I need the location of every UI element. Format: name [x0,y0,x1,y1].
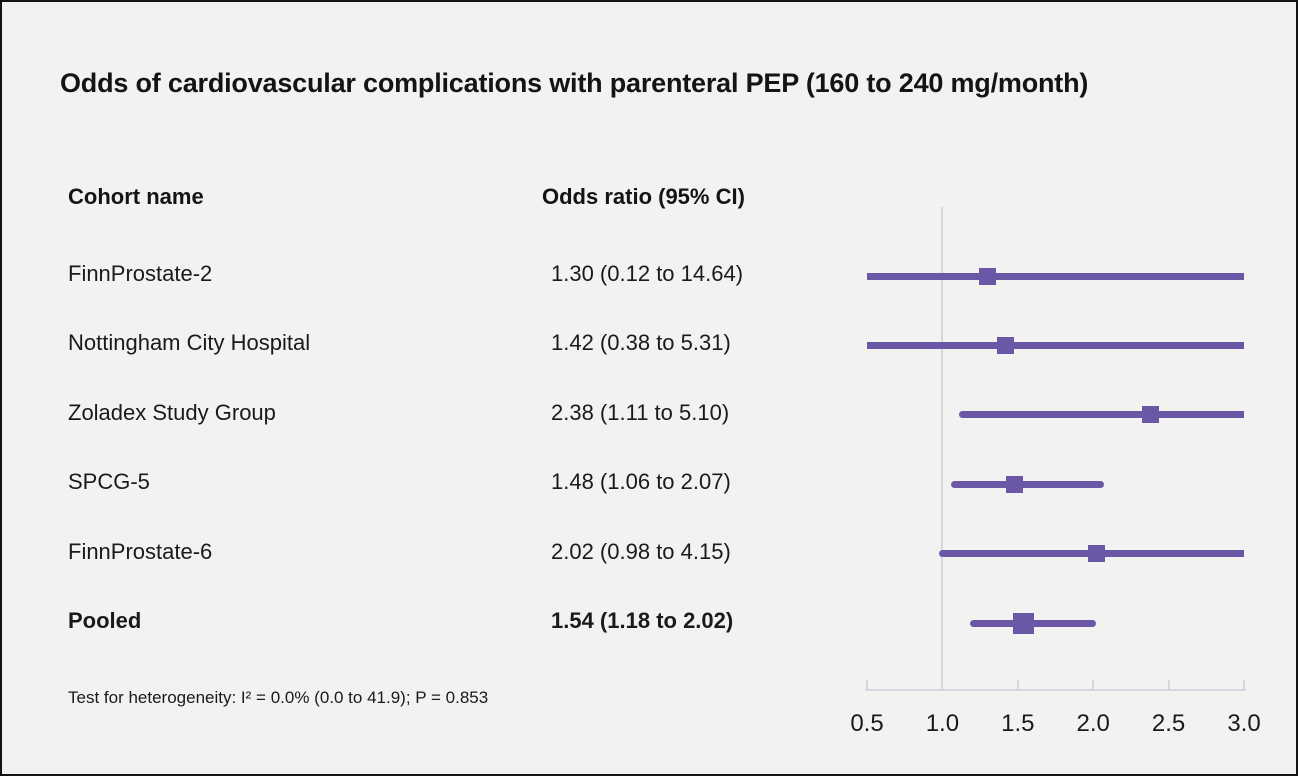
axis-tick [941,680,944,689]
ci-line [867,272,1244,280]
axis-tick-label: 0.5 [850,710,884,737]
axis-tick-label: 2.5 [1151,710,1186,737]
axis-tick [1092,680,1095,689]
cohort-label: Pooled [68,608,142,633]
odds-ratio-value: 1.30 (0.12 to 14.64) [551,261,744,286]
axis-tick-label: 1.5 [1001,710,1035,737]
odds-ratio-value: 1.54 (1.18 to 2.02) [551,608,734,633]
or-marker [997,336,1015,354]
axis-tick [1167,680,1170,689]
column-header-cohort: Cohort name [68,184,204,209]
or-marker [979,267,997,285]
or-marker [1006,475,1024,493]
odds-ratio-value: 2.38 (1.11 to 5.10) [551,399,730,425]
cohort-label: Zoladex Study Group [68,399,276,425]
axis-tick [1016,680,1019,689]
chart-title: Odds of cardiovascular complications wit… [60,68,1089,98]
odds-ratio-value: 2.02 (0.98 to 4.15) [551,538,731,564]
axis-tick-label: 3.0 [1227,710,1261,737]
cohort-label: SPCG-5 [68,469,150,495]
axis-tick [1243,680,1245,689]
cohort-label: FinnProstate-6 [68,538,213,564]
cohort-label: FinnProstate-2 [68,261,213,286]
axis-tick-label: 1.0 [925,710,960,737]
or-marker [1142,406,1159,424]
x-axis-line [865,689,1246,691]
or-marker [1087,545,1105,563]
ci-line [958,411,1244,419]
heterogeneity-note: Test for heterogeneity: I² = 0.0% (0.0 t… [68,688,489,707]
or-marker [1013,612,1035,634]
column-header-odds-ratio: Odds ratio (95% CI) [542,184,745,209]
axis-tick [866,680,868,689]
axis-tick-label: 2.0 [1076,710,1110,737]
odds-ratio-value: 1.48 (1.06 to 2.07) [551,469,731,495]
odds-ratio-value: 1.42 (0.38 to 5.31) [551,330,731,356]
cohort-label: Nottingham City Hospital [68,330,311,356]
reference-line [941,207,944,690]
ci-line [951,480,1104,488]
ci-line [867,341,1244,349]
